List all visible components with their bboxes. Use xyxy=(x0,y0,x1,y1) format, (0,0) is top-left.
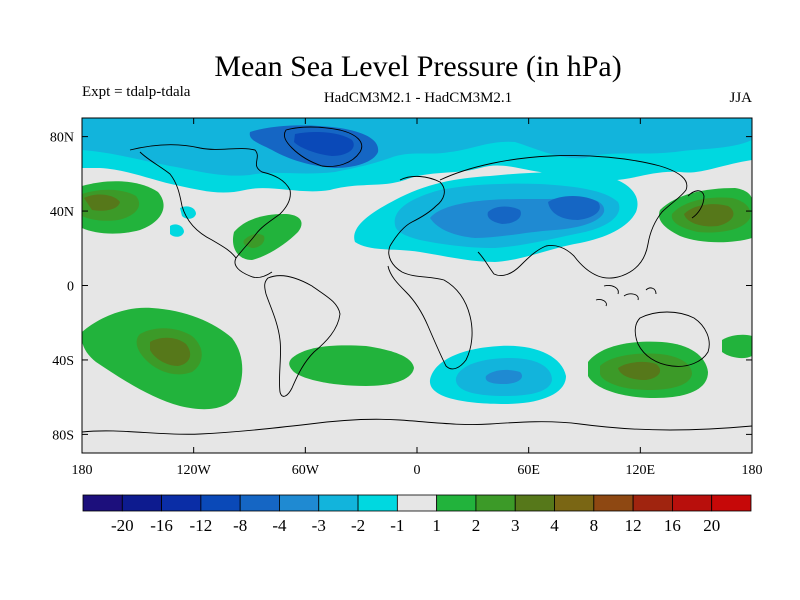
southern-indian-low-core xyxy=(485,369,523,384)
greenland-low-center xyxy=(294,132,354,156)
longitude-axis: 180 120W 60W 0 60E 120E 180 xyxy=(72,118,763,478)
season-label: JJA xyxy=(729,90,752,106)
colorbar-label: -2 xyxy=(351,516,365,535)
east-pacific-high-edge xyxy=(722,334,752,359)
eurasia-low-core-2 xyxy=(487,206,521,224)
japan-coast xyxy=(687,190,705,219)
colorbar-label: 16 xyxy=(664,516,681,535)
colorbar-swatch xyxy=(121,494,162,512)
colorbar-label: 2 xyxy=(472,516,481,535)
colorbar-swatch xyxy=(711,494,752,512)
south-america-coast xyxy=(264,275,341,397)
colorbar-label: -12 xyxy=(190,516,213,535)
lon-tick-label: 0 xyxy=(414,463,421,478)
colorbar-swatch xyxy=(239,494,280,512)
lon-tick-label: 60E xyxy=(517,463,540,478)
lon-tick-label: 120W xyxy=(177,463,212,478)
caribbean-high-core xyxy=(243,233,265,248)
experiment-label: Expt = tdalp-tdala xyxy=(82,84,191,100)
colorbar-label: -3 xyxy=(312,516,326,535)
colorbar-swatch xyxy=(357,494,398,512)
lon-tick-label: 180 xyxy=(72,463,93,478)
australia-coast xyxy=(634,311,710,367)
colorbar-swatch xyxy=(200,494,241,512)
colorbar-label: 20 xyxy=(703,516,720,535)
lat-tick-label: 40N xyxy=(50,205,74,220)
arctic-low-inner xyxy=(82,118,752,176)
colorbar-swatch xyxy=(318,494,359,512)
north-america-coast xyxy=(129,144,291,279)
colorbar-label: 12 xyxy=(625,516,642,535)
north-pacific-high-core xyxy=(84,194,120,211)
lat-tick-label: 80S xyxy=(52,428,74,443)
colorbar-swatch xyxy=(514,494,555,512)
colorbar-label: -16 xyxy=(150,516,173,535)
colorbar-label: 4 xyxy=(550,516,559,535)
latitude-axis: 80N 40N 0 40S 80S xyxy=(50,131,752,443)
northwest-pacific-high-core xyxy=(684,204,734,227)
caribbean-high-outer xyxy=(232,214,302,260)
colorbar: -20 -16 -12 -8 -4 -3 -2 -1 1 2 3 4 8 12 16 20 xyxy=(82,494,752,535)
lat-tick-label: 0 xyxy=(67,280,74,295)
colorbar-swatch xyxy=(82,494,123,512)
colorbar-label: -1 xyxy=(390,516,404,535)
colorbar-label: 1 xyxy=(432,516,441,535)
coastlines xyxy=(82,126,752,435)
southeast-asia-islands xyxy=(595,285,657,307)
colorbar-swatch xyxy=(593,494,634,512)
colorbar-swatch xyxy=(475,494,516,512)
colorbar-label: 3 xyxy=(511,516,520,535)
colorbar-label: -8 xyxy=(233,516,247,535)
lon-tick-label: 180 xyxy=(742,463,763,478)
south-atlantic-high xyxy=(289,345,414,386)
model-label: HadCM3M2.1 - HadCM3M2.1 xyxy=(324,90,512,106)
australian-high-core xyxy=(618,361,661,380)
lat-tick-label: 40S xyxy=(52,354,74,369)
colorbar-swatch xyxy=(632,494,673,512)
map-panel xyxy=(82,118,752,453)
tropical-pacific-low xyxy=(180,206,196,219)
colorbar-swatch xyxy=(161,494,202,512)
europe-africa-coast xyxy=(387,175,473,370)
lon-tick-label: 60W xyxy=(292,463,320,478)
colorbar-swatch xyxy=(436,494,477,512)
colorbar-swatch xyxy=(396,494,438,512)
colorbar-swatch xyxy=(554,494,595,512)
asia-coast xyxy=(439,155,688,279)
negative-anomaly-fields xyxy=(82,118,752,404)
colorbar-swatch xyxy=(672,494,713,512)
south-pacific-high-core xyxy=(150,337,191,366)
colorbar-label: 8 xyxy=(590,516,599,535)
map-title: Mean Sea Level Pressure (in hPa) xyxy=(214,50,621,83)
west-pacific-low xyxy=(170,224,184,237)
lat-tick-label: 80N xyxy=(50,131,74,146)
positive-anomaly-fields xyxy=(82,181,752,410)
greenland-coast xyxy=(283,126,363,167)
eurasia-low-core xyxy=(548,196,600,220)
antarctica-coast xyxy=(82,418,752,435)
colorbar-label: -4 xyxy=(272,516,287,535)
colorbar-label: -20 xyxy=(111,516,134,535)
lon-tick-label: 120E xyxy=(626,463,656,478)
colorbar-swatch xyxy=(279,494,320,512)
